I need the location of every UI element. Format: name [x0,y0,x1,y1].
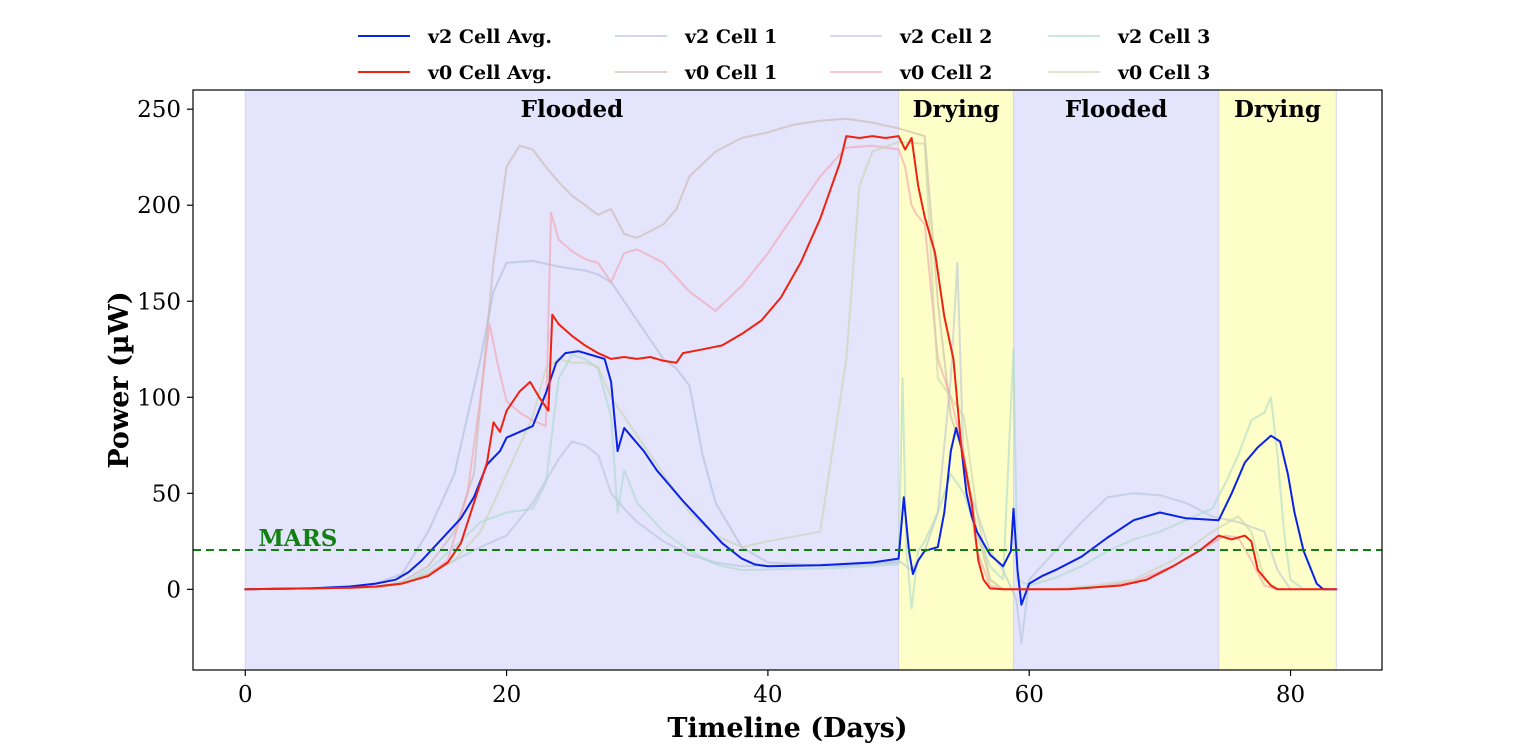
x-axis-ticks: 0 20 40 60 80 [238,670,1305,708]
legend-entry: v0 Cell 2 [830,62,992,84]
y-tick-label: 250 [137,97,181,123]
legend-label: v2 Cell Avg. [427,26,552,48]
series-v0-cell-avg [244,135,1338,591]
legend-label: v0 Cell 1 [684,62,777,84]
x-tick-label: 60 [1015,682,1044,708]
series-v2-cell-1 [244,259,900,591]
mars-reference: MARS [193,525,1382,552]
legend-label: v2 Cell 3 [1117,26,1210,48]
y-tick-label: 0 [166,577,181,603]
mars-annotation: MARS [258,525,337,552]
x-tick-label: 20 [492,682,521,708]
series-v0-cell-1 [244,117,1005,591]
x-tick-label: 0 [238,682,253,708]
y-tick-label: 100 [137,385,181,411]
region-label-flooded-2: Flooded [1065,96,1168,123]
series-v2-cell-avg [244,350,1338,606]
series-lines [244,117,1338,645]
legend-entry: v2 Cell 3 [1048,26,1210,48]
legend-label: v2 Cell 2 [899,26,992,48]
legend-entry: v0 Cell 1 [615,62,777,84]
region-flooded-0 [244,89,900,671]
legend-label: v2 Cell 1 [684,26,777,48]
series-v2-cell-3 [244,348,1305,610]
x-axis-label: Timeline (Days) [667,713,907,744]
x-tick-label: 80 [1276,682,1305,708]
y-axis-label: Power (µW) [104,291,135,468]
y-tick-label: 150 [137,289,181,315]
legend-label: v0 Cell 3 [1117,62,1210,84]
legend-entry: v2 Cell Avg. [358,26,552,48]
legend: v2 Cell Avg. v0 Cell Avg. v2 Cell 1 v0 Cell… [358,26,1210,84]
x-tick-label: 40 [753,682,782,708]
legend-entry: v0 Cell Avg. [358,62,552,84]
series-v0-cell-3 [244,140,1279,591]
region-label-drying-3: Drying [1234,96,1321,123]
plot-frame [192,89,1383,671]
region-labels: Flooded Drying Flooded Drying [521,96,1321,123]
region-backgrounds [244,89,1337,671]
region-label-drying-1: Drying [913,96,1000,123]
region-label-flooded-0: Flooded [521,96,624,123]
legend-entry: v2 Cell 2 [830,26,992,48]
legend-label: v0 Cell 2 [899,62,992,84]
y-tick-label: 200 [137,193,181,219]
region-drying-3 [1218,89,1337,671]
y-tick-label: 50 [152,481,181,507]
y-axis-ticks: 0 50 100 150 200 250 [137,97,193,603]
legend-entry: v0 Cell 3 [1048,62,1210,84]
legend-entry: v2 Cell 1 [615,26,777,48]
legend-label: v0 Cell Avg. [427,62,552,84]
